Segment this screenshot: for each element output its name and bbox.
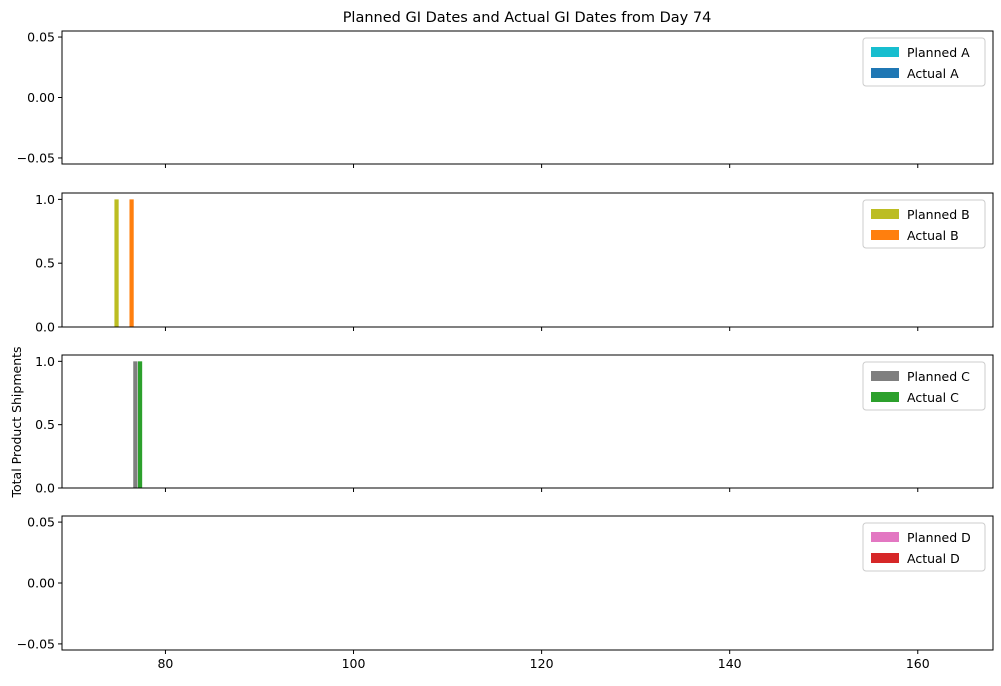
y-tick-label: 0.00 (27, 576, 55, 591)
legend-swatch-actual-d (871, 553, 899, 563)
subplot-frame (61, 515, 994, 651)
legend-swatch-actual-a (871, 68, 899, 78)
y-tick-label: 0.05 (27, 30, 55, 45)
y-tick-label: 0.5 (35, 256, 55, 271)
bar-actual-c-0 (137, 361, 143, 488)
legend-label: Planned C (907, 369, 970, 384)
legend-label: Planned A (907, 45, 970, 60)
subplot-frame (61, 192, 994, 328)
bar-planned-c-0 (133, 361, 138, 488)
y-axis-label: Total Product Shipments (9, 346, 24, 498)
legend-1: Planned A Actual A (862, 37, 986, 87)
legend-swatch-actual-c (871, 392, 899, 402)
x-tick-label: 80 (157, 656, 173, 671)
legend-swatch-planned-c (871, 371, 899, 381)
chart-title: Planned GI Dates and Actual GI Dates fro… (343, 10, 712, 26)
legend-swatch-planned-b (871, 209, 899, 219)
x-tick-label: 140 (718, 656, 742, 671)
legend-label: Planned B (907, 207, 970, 222)
subplot-4: −0.05 0.00 0.05 80 100 120 140 160 Planned D Actu… (17, 515, 994, 671)
y-tick-label: 1.0 (35, 354, 55, 369)
legend-3: Planned C Actual C (862, 361, 986, 411)
y-tick-label: 1.0 (35, 192, 55, 207)
y-tick-label: −0.05 (17, 636, 55, 651)
legend-swatch-actual-b (871, 230, 899, 240)
y-tick-label: 0.05 (27, 515, 55, 530)
legend-swatch-planned-a (871, 47, 899, 57)
y-tick-label: 0.00 (27, 90, 55, 105)
legend-4: Planned D Actual D (862, 522, 986, 572)
y-tick-label: 0.0 (35, 320, 55, 335)
subplot-1: −0.05 0.00 0.05 Planned A Actual A (17, 30, 994, 168)
legend-2: Planned B Actual B (862, 199, 986, 249)
legend-label: Actual C (907, 390, 959, 405)
x-tick-label: 160 (906, 656, 930, 671)
legend-label: Actual D (907, 551, 960, 566)
legend-label: Actual A (907, 66, 959, 81)
subplot-frame (61, 354, 994, 489)
y-tick-label: 0.0 (35, 481, 55, 496)
subplot-2: 0.0 0.5 1.0 Planned B Actual B (35, 192, 994, 335)
y-tick-label: −0.05 (17, 150, 55, 165)
bar-actual-b-0 (129, 199, 134, 327)
x-tick-label: 100 (342, 656, 366, 671)
legend-swatch-planned-d (871, 532, 899, 542)
y-tick-label: 0.5 (35, 417, 55, 432)
x-tick-label: 120 (530, 656, 554, 671)
subplot-3: 0.0 0.5 1.0 Planned C Actual C (35, 354, 994, 496)
legend-label: Actual B (907, 228, 959, 243)
legend-label: Planned D (907, 530, 971, 545)
subplot-frame (61, 30, 994, 165)
bar-planned-b-0 (114, 199, 119, 327)
